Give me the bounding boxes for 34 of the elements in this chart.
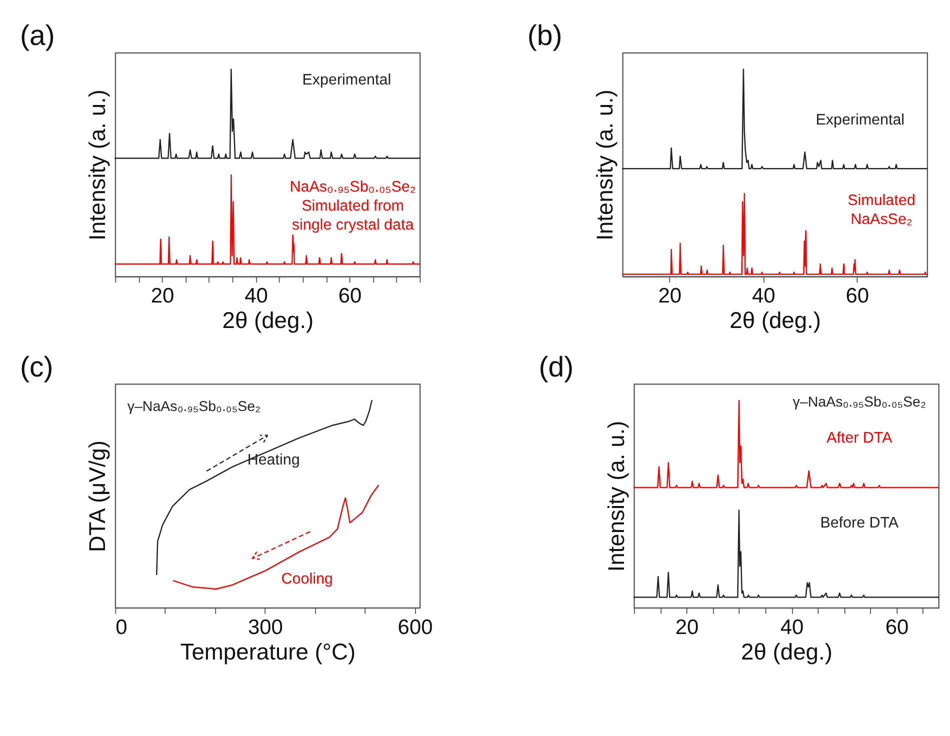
x-tick-label: 20 [658, 284, 682, 308]
chart-title: (c) [20, 351, 54, 384]
series-label: After DTA [826, 429, 894, 446]
y-axis-title: Intensity (a. u.) [592, 90, 618, 240]
series-label: Heating [247, 452, 300, 469]
y-axis-title: DTA (μV/g) [84, 440, 110, 552]
chart-title: (d) [538, 351, 574, 384]
annotation: γ–NaAs₀.₉₅Sb₀.₀₅Se₂ [127, 399, 261, 416]
series-label: NaAs₀.₉₅Sb₀.₀₅Se₂ Simulated from single crystal data [290, 178, 416, 234]
y-axis-title: Intensity (a. u.) [84, 90, 110, 240]
x-tick-label: 300 [248, 616, 283, 639]
x-tick-label: 20 [150, 284, 174, 308]
annotation: γ–NaAs₀.₉₅Sb₀.₀₅Se₂ [792, 394, 926, 411]
legend-label: Cooling [281, 570, 333, 588]
x-tick-label: 40 [752, 284, 776, 308]
chart-title: (a) [20, 20, 55, 52]
x-tick-label: 60 [338, 284, 362, 308]
x-tick-label: 600 [398, 616, 433, 639]
x-axis-title: 2θ (deg.) [222, 307, 314, 334]
x-tick-label: 60 [885, 616, 909, 639]
text: Experimental [302, 71, 392, 88]
x-tick-label: 40 [780, 616, 804, 639]
x-tick-label: 40 [244, 284, 268, 308]
y-axis-title: Intensity (a. u.) [602, 420, 629, 572]
x-axis-title: 2θ (deg.) [741, 638, 832, 665]
x-tick-label: 0 [116, 616, 128, 639]
x-axis-title: 2θ (deg.) [730, 307, 822, 334]
x-axis-title: Temperature (°C) [180, 638, 356, 665]
x-tick-label: 60 [846, 284, 869, 308]
text: Simulated NaAsSe₂ [848, 192, 916, 228]
series-label: Experimental [816, 112, 905, 129]
chart-title: (b) [527, 20, 562, 52]
text: Before DTA [820, 514, 900, 532]
x-tick-label: 20 [675, 616, 699, 639]
